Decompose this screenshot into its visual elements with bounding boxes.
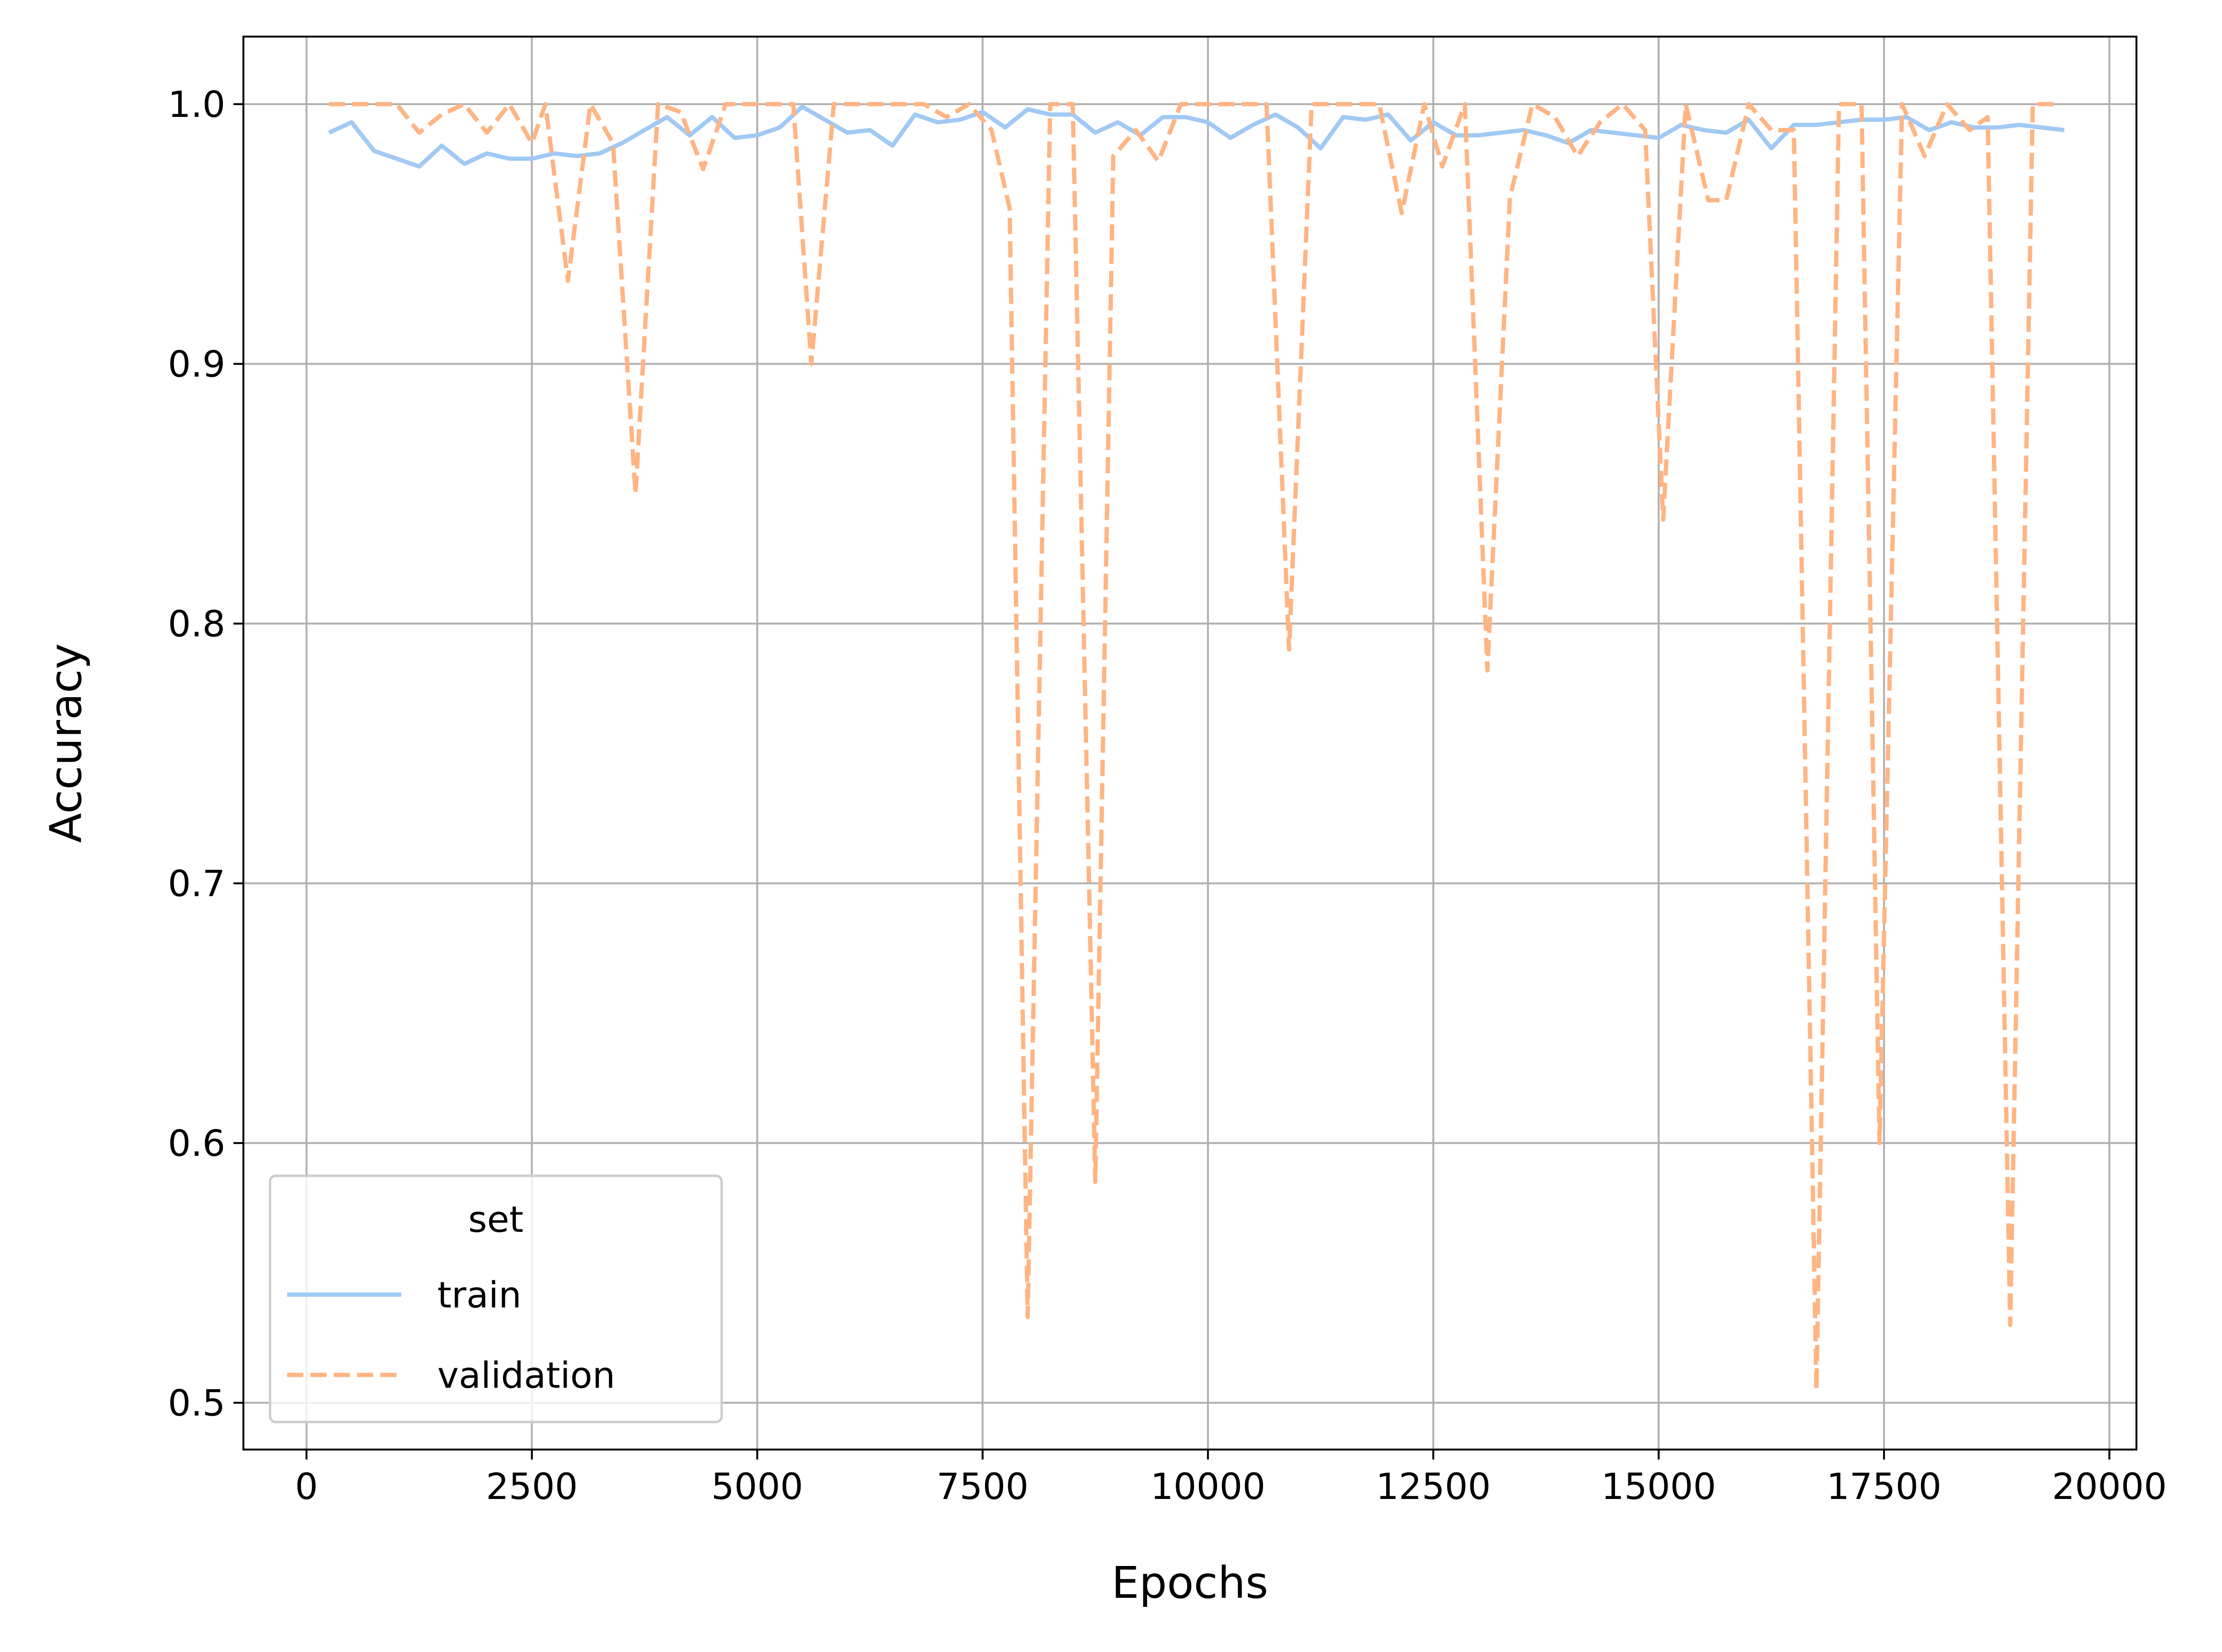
y-axis-title: Accuracy bbox=[40, 643, 91, 843]
legend-label-train: train bbox=[437, 1274, 522, 1316]
y-tick-label: 1.0 bbox=[168, 83, 225, 125]
x-axis-title: Epochs bbox=[1111, 1557, 1268, 1608]
y-tick-label: 0.7 bbox=[168, 863, 225, 905]
x-tick-label: 7500 bbox=[937, 1465, 1028, 1508]
legend-label-validation: validation bbox=[437, 1354, 615, 1396]
legend-title: set bbox=[468, 1198, 523, 1240]
x-tick-label: 17500 bbox=[1826, 1465, 1942, 1508]
x-tick-label: 15000 bbox=[1601, 1465, 1716, 1508]
x-tick-label: 2500 bbox=[486, 1465, 578, 1508]
x-tick-label: 12500 bbox=[1376, 1465, 1491, 1508]
y-tick-label: 0.6 bbox=[168, 1122, 225, 1164]
x-tick-label: 5000 bbox=[711, 1465, 803, 1508]
x-tick-label: 10000 bbox=[1150, 1465, 1266, 1508]
legend: set train validation bbox=[270, 1176, 722, 1422]
y-tick-label: 0.8 bbox=[168, 603, 225, 645]
x-tick-label: 0 bbox=[295, 1465, 318, 1508]
y-tick-label: 0.5 bbox=[168, 1382, 225, 1424]
y-tick-label: 0.9 bbox=[168, 343, 225, 385]
x-tick-label: 20000 bbox=[2052, 1465, 2167, 1508]
